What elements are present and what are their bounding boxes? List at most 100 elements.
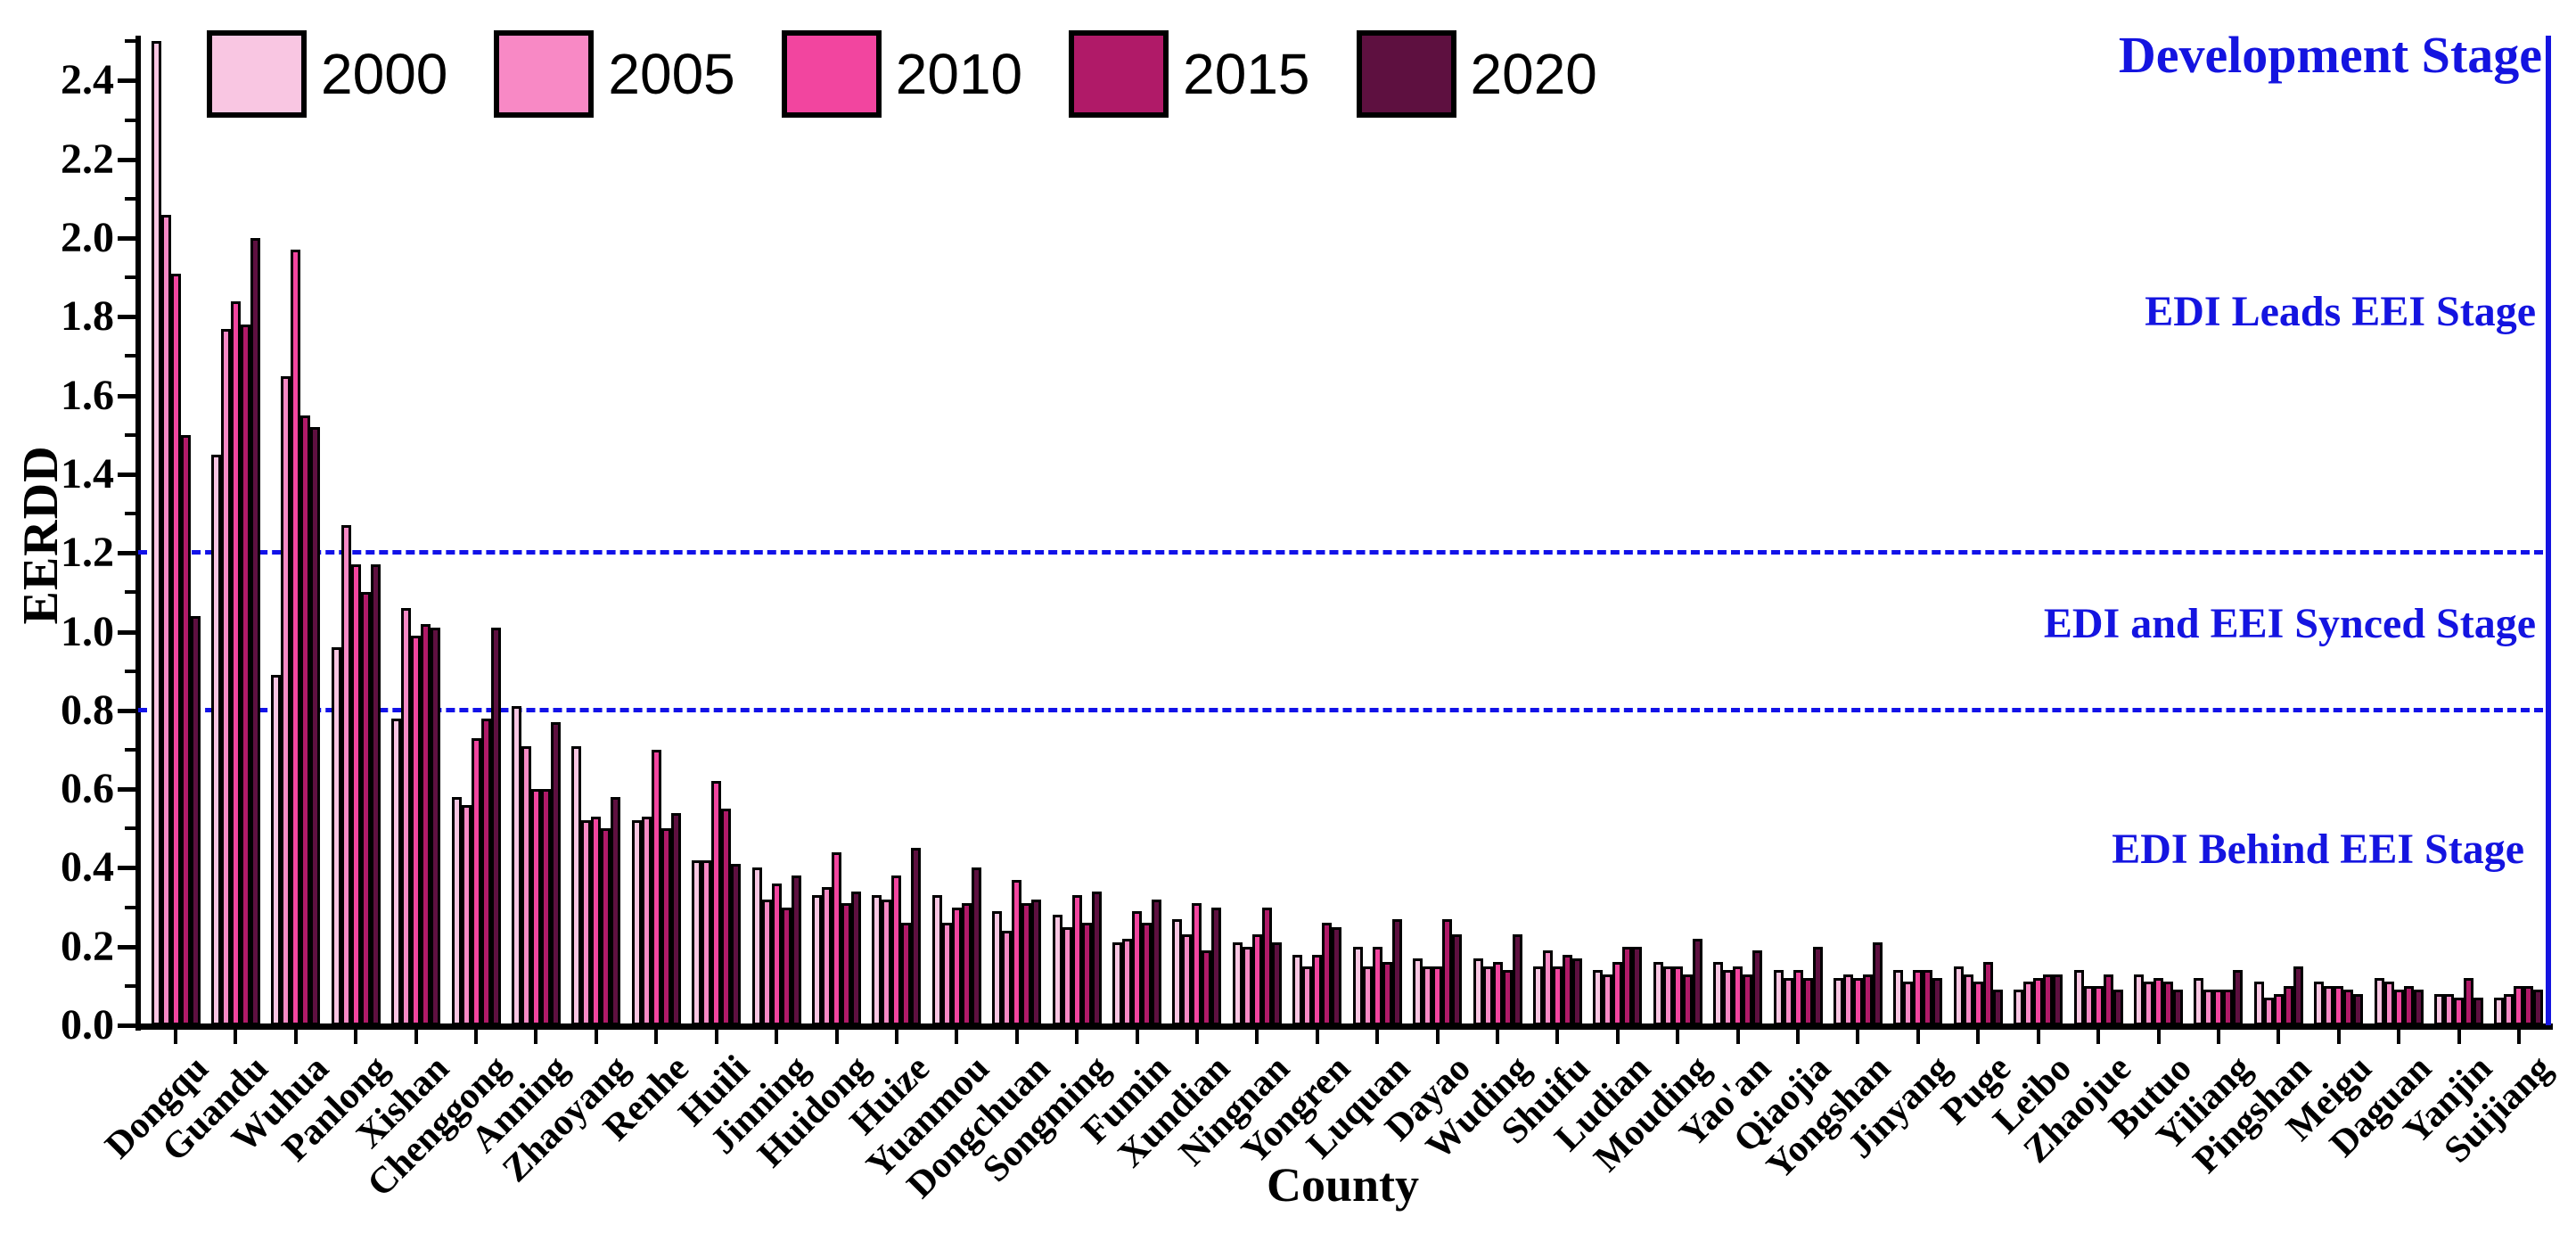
bar-Huili-2015 [721, 809, 731, 1025]
bar-Qiaojia-2015 [1803, 978, 1813, 1025]
legend-swatch-2020 [1356, 30, 1456, 118]
bar-Renhe-2000 [632, 820, 642, 1025]
x-axis-spine [135, 1023, 2553, 1030]
legend-label: 2010 [895, 42, 1023, 106]
x-tick [1014, 1030, 1019, 1044]
x-tick [1315, 1030, 1319, 1044]
bar-Meigu-2015 [2343, 990, 2353, 1025]
x-tick [1676, 1030, 1680, 1044]
bar-Zhaoyang-2020 [611, 797, 620, 1025]
legend-label: 2000 [321, 42, 448, 106]
x-tick [2216, 1030, 2220, 1044]
bar-Yongren-2005 [1302, 966, 1312, 1025]
x-tick [1435, 1030, 1440, 1044]
y-major-tick [118, 944, 135, 949]
bar-Guandu-2000 [211, 455, 221, 1025]
bar-Jinyang-2010 [1913, 970, 1923, 1025]
bar-Fumin-2020 [1152, 900, 1161, 1025]
bar-Shuifu-2020 [1572, 958, 1582, 1025]
x-tick [474, 1030, 479, 1044]
x-tick [1194, 1030, 1199, 1044]
bar-Pingshan-2015 [2284, 986, 2293, 1025]
legend-swatch-2000 [207, 30, 307, 118]
bar-Huize-2005 [882, 900, 891, 1025]
bar-Huili-2020 [731, 864, 741, 1025]
bar-Fumin-2010 [1132, 911, 1142, 1025]
x-tick [894, 1030, 898, 1044]
bar-Jinyang-2015 [1923, 970, 1932, 1025]
bar-Wuding-2015 [1503, 970, 1513, 1025]
stage-label-edi-behind: EDI Behind EEI Stage [2112, 826, 2524, 873]
bar-Wuding-2005 [1483, 966, 1493, 1025]
bar-Huili-2010 [711, 781, 721, 1025]
bar-Yongshan-2005 [1843, 974, 1853, 1025]
y-major-tick [118, 236, 135, 241]
development-stage-heading: Development Stage [2118, 26, 2542, 84]
bar-Zhaojue-2010 [2094, 986, 2104, 1025]
bar-Renhe-2010 [652, 750, 661, 1025]
bar-Guandu-2020 [250, 238, 260, 1025]
bar-Huili-2000 [692, 860, 701, 1025]
bar-Zhaojue-2000 [2074, 970, 2084, 1025]
legend-label: 2015 [1183, 42, 1310, 106]
bar-Yongren-2000 [1292, 955, 1302, 1025]
bar-Luquan-2010 [1373, 947, 1382, 1025]
bar-Zhaojue-2015 [2104, 974, 2113, 1025]
bar-Yiliang-2000 [2194, 978, 2203, 1025]
bar-Dongqu-2000 [152, 41, 161, 1025]
bar-Wuhua-2020 [310, 427, 320, 1025]
bar-Songming-2015 [1082, 923, 1092, 1025]
bar-Suijiang-2000 [2494, 998, 2504, 1025]
bar-Dongchuan-2020 [1031, 900, 1041, 1025]
x-axis-title: County [1266, 1158, 1420, 1212]
bar-Leibo-2005 [2023, 982, 2033, 1025]
bar-Qiaojia-2000 [1774, 970, 1784, 1025]
bar-Jinning-2000 [752, 867, 762, 1025]
y-tick-label: 1.4 [61, 449, 114, 497]
bar-Meigu-2005 [2324, 986, 2334, 1025]
bar-Dongqu-2015 [181, 435, 191, 1025]
bar-Puge-2015 [1983, 962, 1993, 1025]
bar-Dongqu-2010 [171, 274, 181, 1025]
bar-Huize-2015 [901, 923, 911, 1025]
x-tick [955, 1030, 959, 1044]
y-minor-tick [125, 669, 135, 673]
bar-Dayao-2010 [1432, 966, 1442, 1025]
bar-Anning-2020 [551, 722, 561, 1025]
x-tick [2397, 1030, 2401, 1044]
bar-Pingshan-2020 [2293, 966, 2303, 1025]
bar-Mouding-2000 [1653, 962, 1663, 1025]
bar-Leibo-2000 [2014, 990, 2023, 1025]
bar-Songming-2010 [1072, 895, 1082, 1025]
legend-swatch-2010 [781, 30, 882, 118]
x-tick [1496, 1030, 1500, 1044]
bar-Yuanmou-2000 [932, 895, 942, 1025]
bar-Dongchuan-2010 [1012, 880, 1021, 1025]
bar-Yiliang-2020 [2233, 970, 2243, 1025]
bar-Ningnan-2000 [1233, 942, 1243, 1025]
bar-Panlong-2005 [341, 525, 351, 1025]
bar-Pingshan-2005 [2264, 998, 2274, 1025]
bar-Yanjin-2020 [2473, 998, 2483, 1025]
bar-Wuding-2010 [1493, 962, 1503, 1025]
bar-Luquan-2000 [1353, 947, 1363, 1025]
y-major-tick [118, 157, 135, 162]
bar-Chenggong-2010 [472, 738, 481, 1025]
bar-Yao'an-2000 [1713, 962, 1723, 1025]
bar-Huidong-2005 [822, 887, 832, 1025]
bar-Huidong-2010 [832, 852, 841, 1025]
bar-Xishan-2010 [411, 636, 421, 1025]
bar-Yongren-2010 [1312, 955, 1322, 1025]
bar-Xundian-2015 [1202, 950, 1211, 1025]
bar-Butuo-2010 [2154, 978, 2163, 1025]
reference-dashed-line [138, 707, 2543, 712]
bar-Xishan-2015 [421, 624, 431, 1025]
bar-Suijiang-2010 [2514, 986, 2523, 1025]
bar-Huili-2005 [701, 860, 711, 1025]
bar-Daguan-2020 [2414, 990, 2424, 1025]
bar-Yuanmou-2010 [952, 908, 962, 1025]
bar-Ningnan-2010 [1252, 934, 1262, 1025]
bar-Guandu-2015 [241, 325, 250, 1025]
bar-Ningnan-2005 [1243, 947, 1252, 1025]
y-axis-spine [135, 36, 141, 1031]
